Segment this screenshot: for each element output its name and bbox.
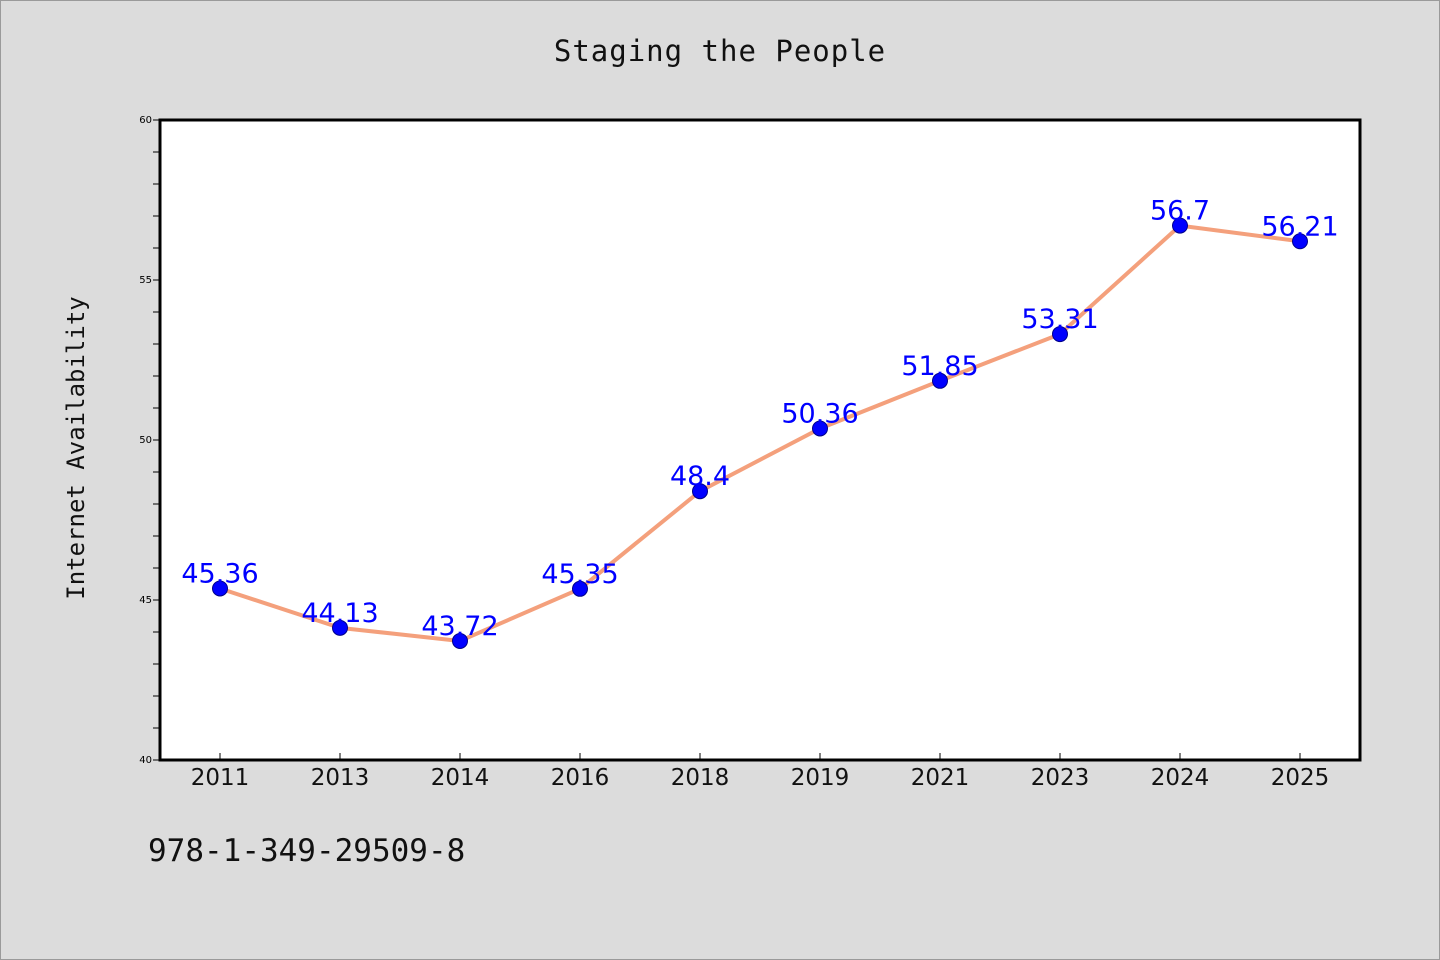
data-point (572, 580, 588, 597)
x-tick-label: 2019 (791, 765, 850, 791)
x-tick-label: 2011 (191, 765, 250, 791)
y-tick-label: 45 (139, 595, 152, 606)
x-tick-label: 2018 (671, 765, 730, 791)
x-tick-label: 2016 (551, 765, 610, 791)
plot-border (158, 118, 1362, 762)
y-tick-label: 50 (139, 435, 152, 446)
series-group: 45.36 44.13 43.72 45.35 48.4 50.36 51.85 53.31 5… (181, 196, 1339, 649)
series-line (218, 223, 1302, 643)
x-tick-label: 2014 (431, 765, 490, 791)
data-label: 50.36 (781, 398, 858, 429)
data-point (1292, 233, 1308, 250)
data-label: 45.36 (181, 558, 258, 589)
x-tick-label: 2021 (911, 765, 970, 791)
data-label: 44.13 (301, 598, 378, 629)
data-label: 48.4 (670, 461, 730, 492)
data-label: 43.72 (421, 611, 498, 642)
y-tick-label: 60 (139, 115, 152, 126)
data-label: 53.31 (1021, 304, 1098, 335)
x-tick-label: 2025 (1271, 765, 1330, 791)
data-point (212, 580, 228, 597)
data-point (332, 619, 348, 636)
y-tick-label: 55 (139, 275, 152, 286)
plot-area (160, 120, 1360, 760)
data-label: 45.35 (541, 559, 618, 590)
data-label: 56.21 (1261, 211, 1338, 242)
data-point (452, 632, 468, 649)
data-point (932, 372, 948, 389)
y-axis-label: Internet Availability (62, 296, 90, 599)
data-point (812, 420, 828, 437)
chart-title: Staging the People (553, 34, 887, 68)
data-point (1172, 217, 1188, 234)
x-axis-ticks: 2011 2013 2014 2016 2018 2019 2021 2023 2024 2025 (191, 753, 1330, 791)
y-tick-label: 40 (139, 755, 152, 766)
data-label: 56.7 (1150, 196, 1210, 227)
footer-code: 978-1-349-29509-8 (148, 833, 466, 869)
data-point (692, 483, 708, 500)
y-axis-ticks: 40 45 50 55 60 (139, 115, 160, 766)
x-tick-label: 2024 (1151, 765, 1210, 791)
x-tick-label: 2023 (1031, 765, 1090, 791)
x-tick-label: 2013 (311, 765, 370, 791)
data-point (1052, 326, 1068, 343)
data-label: 51.85 (901, 351, 978, 382)
